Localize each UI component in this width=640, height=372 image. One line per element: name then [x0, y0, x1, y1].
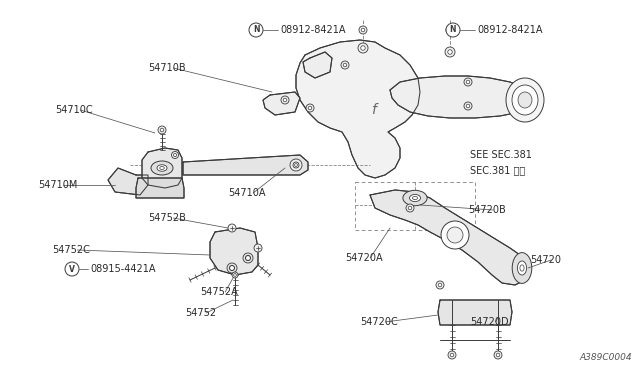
Circle shape [496, 353, 500, 357]
Circle shape [308, 106, 312, 110]
Ellipse shape [520, 265, 524, 271]
Circle shape [254, 244, 262, 252]
Text: f: f [372, 103, 376, 117]
Text: 08912-8421A: 08912-8421A [280, 25, 346, 35]
Text: SEE SEC.381: SEE SEC.381 [470, 150, 532, 160]
Circle shape [464, 78, 472, 86]
Circle shape [450, 353, 454, 357]
Ellipse shape [413, 196, 417, 200]
Text: V: V [69, 264, 75, 273]
Circle shape [341, 61, 349, 69]
Text: 54710C: 54710C [55, 105, 93, 115]
Circle shape [361, 46, 365, 50]
Circle shape [173, 153, 177, 157]
Ellipse shape [403, 190, 427, 206]
Polygon shape [296, 40, 420, 178]
Circle shape [293, 162, 299, 168]
Text: 54710M: 54710M [38, 180, 77, 190]
Polygon shape [210, 228, 258, 275]
Ellipse shape [160, 167, 164, 170]
Circle shape [230, 266, 234, 270]
Circle shape [243, 253, 253, 263]
Circle shape [436, 281, 444, 289]
Text: 54720A: 54720A [345, 253, 383, 263]
Text: 54752B: 54752B [148, 213, 186, 223]
Circle shape [466, 104, 470, 108]
Circle shape [232, 272, 238, 278]
Text: 54720C: 54720C [360, 317, 397, 327]
Polygon shape [303, 52, 332, 78]
Ellipse shape [410, 195, 420, 202]
Circle shape [249, 23, 263, 37]
Circle shape [447, 227, 463, 243]
Circle shape [227, 263, 237, 273]
Polygon shape [142, 148, 182, 188]
Circle shape [361, 28, 365, 32]
Circle shape [343, 63, 347, 67]
Circle shape [293, 162, 299, 168]
Circle shape [283, 98, 287, 102]
Circle shape [445, 47, 455, 57]
Ellipse shape [518, 261, 527, 275]
Circle shape [448, 50, 452, 54]
Circle shape [406, 204, 414, 212]
Circle shape [494, 351, 502, 359]
Text: A389C0004: A389C0004 [579, 353, 632, 362]
Ellipse shape [157, 165, 167, 171]
Text: 54720D: 54720D [470, 317, 509, 327]
Circle shape [306, 104, 314, 112]
Text: 54720B: 54720B [468, 205, 506, 215]
Polygon shape [136, 178, 184, 198]
Ellipse shape [512, 85, 538, 115]
Circle shape [290, 159, 302, 171]
Text: 54710A: 54710A [228, 188, 266, 198]
Text: 54720: 54720 [530, 255, 561, 265]
Circle shape [160, 128, 164, 132]
Text: 54752: 54752 [185, 308, 216, 318]
Circle shape [466, 80, 470, 84]
Text: N: N [253, 26, 259, 35]
Circle shape [446, 23, 460, 37]
Circle shape [408, 206, 412, 210]
Circle shape [281, 96, 289, 104]
Circle shape [172, 151, 179, 158]
Ellipse shape [151, 161, 173, 175]
Text: 54752A: 54752A [200, 287, 237, 297]
Polygon shape [370, 190, 530, 285]
Circle shape [358, 43, 368, 53]
Circle shape [228, 224, 236, 232]
Text: 54752C: 54752C [52, 245, 90, 255]
Polygon shape [438, 300, 512, 325]
Ellipse shape [506, 78, 544, 122]
Polygon shape [390, 76, 532, 118]
Circle shape [294, 164, 298, 166]
Ellipse shape [512, 253, 532, 283]
Circle shape [464, 102, 472, 110]
Circle shape [65, 262, 79, 276]
Circle shape [359, 26, 367, 34]
Circle shape [446, 26, 454, 34]
Circle shape [234, 274, 236, 276]
Circle shape [448, 28, 452, 32]
Polygon shape [263, 92, 300, 115]
Ellipse shape [518, 92, 532, 108]
Text: 08915-4421A: 08915-4421A [90, 264, 156, 274]
Circle shape [158, 126, 166, 134]
Circle shape [448, 351, 456, 359]
Text: SEC.381 参照: SEC.381 参照 [470, 165, 525, 175]
Text: 08912-8421A: 08912-8421A [477, 25, 543, 35]
Circle shape [438, 283, 442, 287]
Polygon shape [108, 168, 148, 195]
Polygon shape [183, 155, 308, 175]
Text: N: N [450, 26, 456, 35]
Circle shape [441, 221, 469, 249]
Circle shape [246, 256, 250, 260]
Text: 54710B: 54710B [148, 63, 186, 73]
